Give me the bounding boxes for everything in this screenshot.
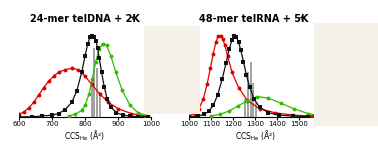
Bar	[247, 72, 249, 117]
Text: 24-mer telDNA + 2K: 24-mer telDNA + 2K	[30, 14, 140, 24]
Bar	[244, 99, 246, 117]
X-axis label: CCS$_{\rm He}$ (Å²): CCS$_{\rm He}$ (Å²)	[235, 128, 276, 143]
Bar	[96, 68, 98, 117]
Bar	[252, 83, 254, 117]
Bar	[99, 92, 101, 117]
Bar	[91, 80, 93, 117]
Bar	[255, 102, 257, 117]
X-axis label: CCS$_{\rm He}$ (Å²): CCS$_{\rm He}$ (Å²)	[65, 128, 105, 143]
Text: +: +	[129, 15, 135, 21]
Text: 48-mer telRNA + 5K: 48-mer telRNA + 5K	[198, 14, 308, 24]
Bar	[93, 48, 95, 117]
Text: +: +	[299, 15, 305, 21]
Bar	[249, 62, 252, 117]
